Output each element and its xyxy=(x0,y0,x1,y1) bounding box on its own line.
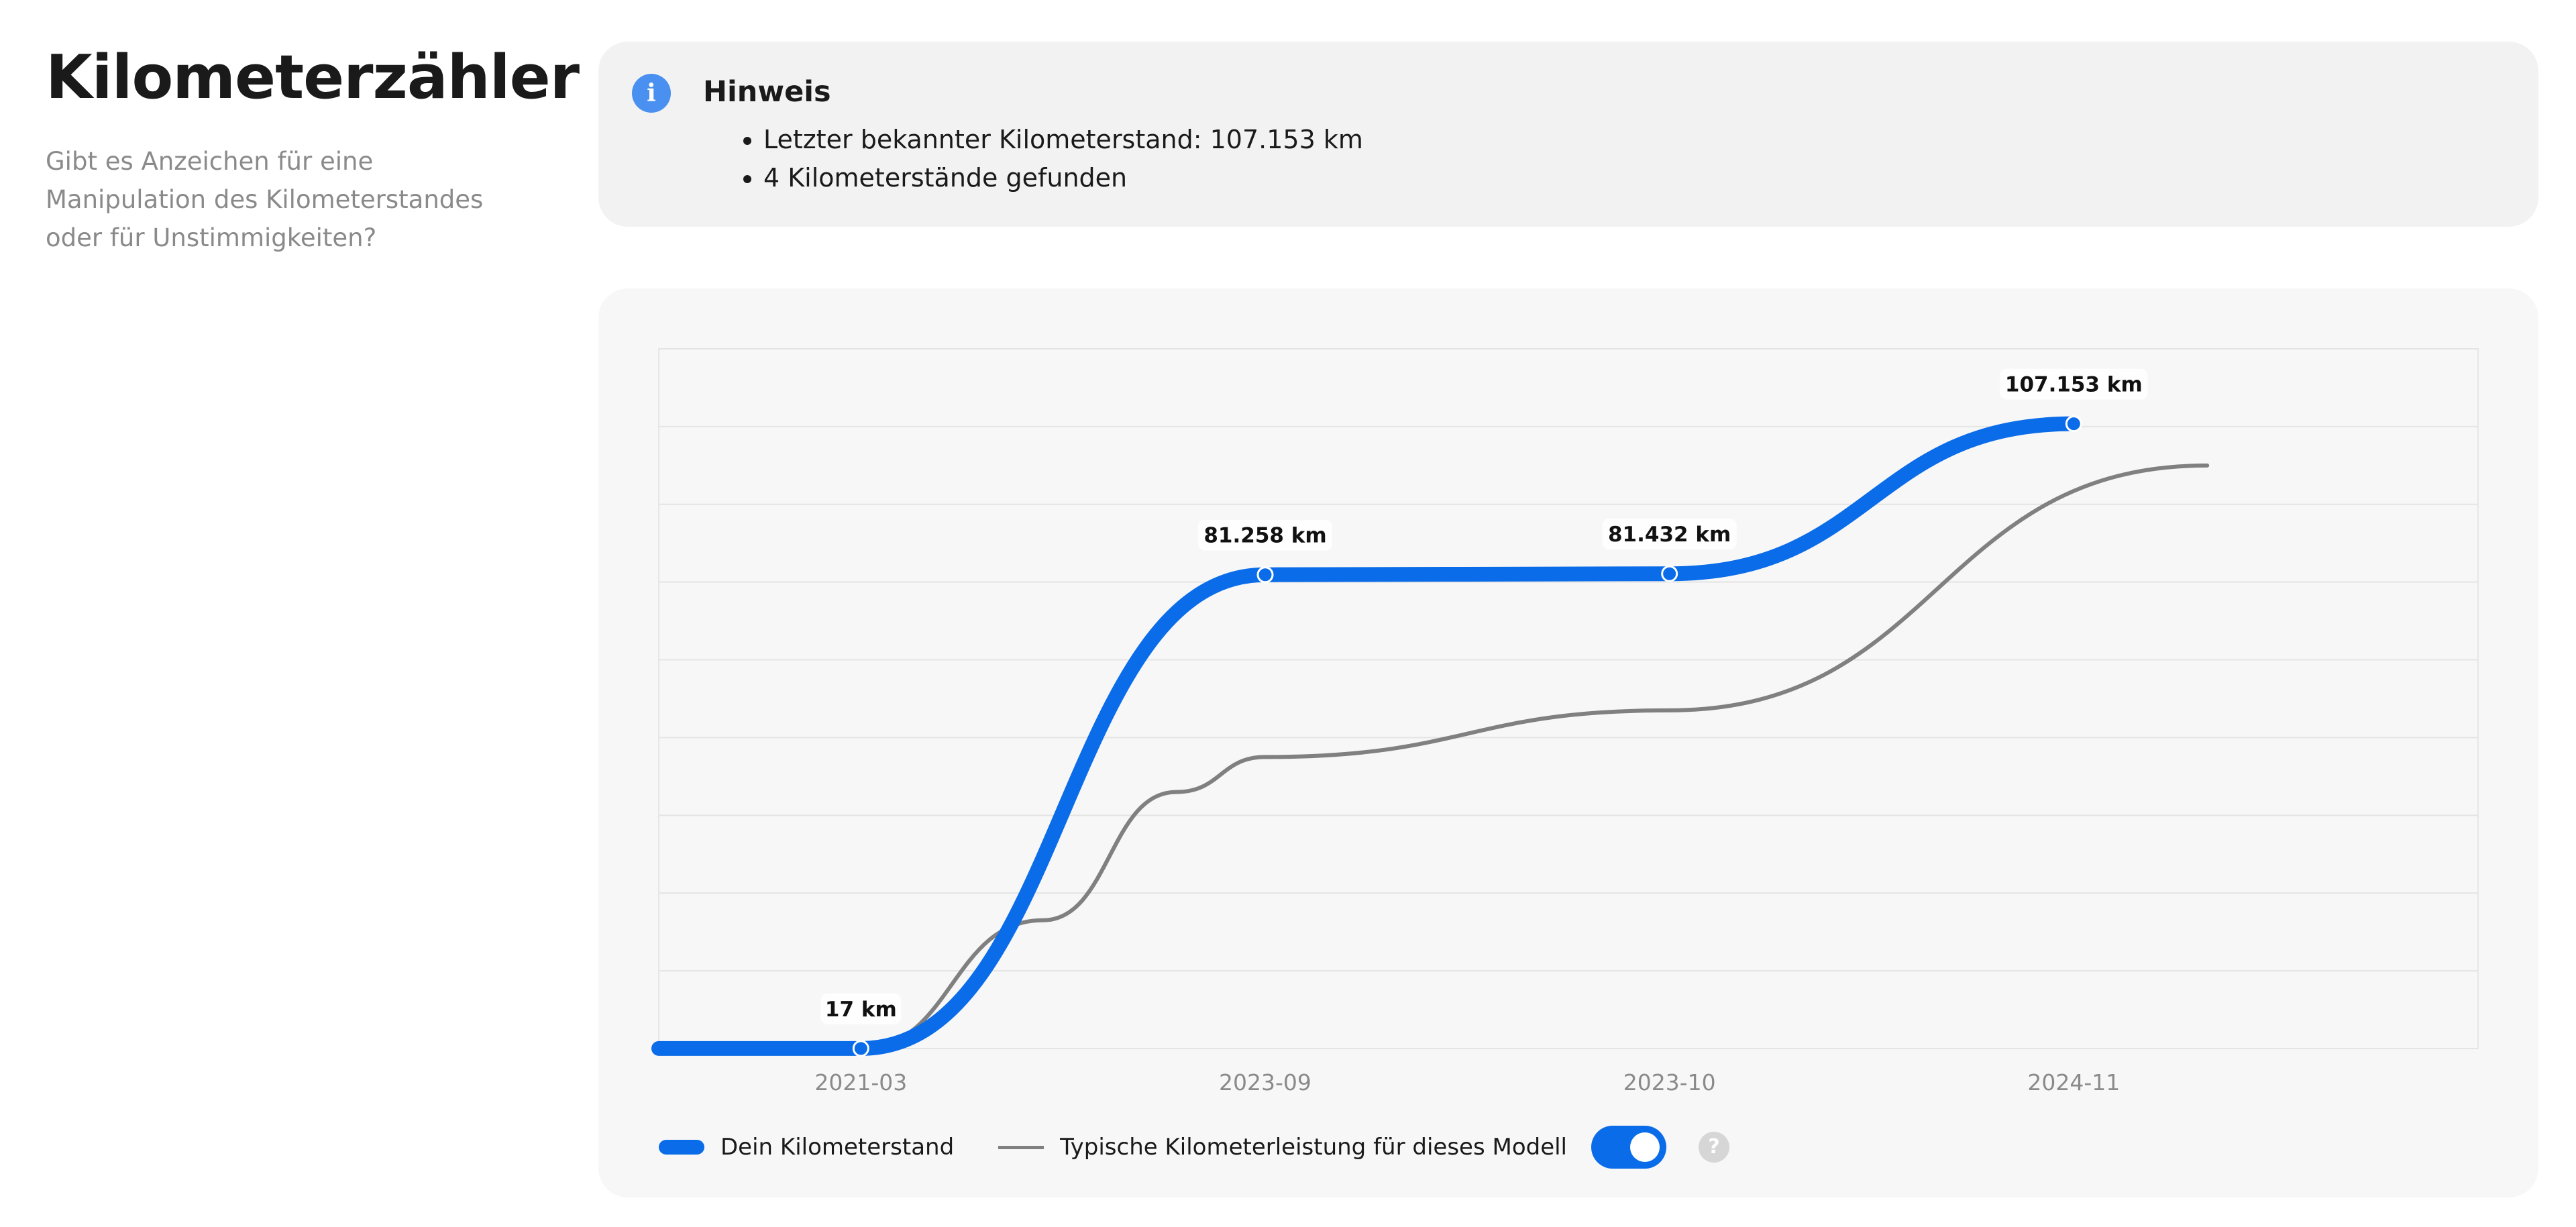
header-section: Kilometerzähler Gibt es Anzeichen für ei… xyxy=(46,40,580,257)
data-label: 81.432 km xyxy=(1608,523,1731,547)
data-label-bg xyxy=(1602,519,1737,550)
x-tick-label: 2024-11 xyxy=(2027,1069,2120,1096)
x-tick-label: 2021-03 xyxy=(814,1069,907,1096)
data-point xyxy=(852,1040,869,1057)
data-point xyxy=(1256,566,1274,584)
data-label-bg xyxy=(820,993,902,1024)
data-label: 17 km xyxy=(825,998,897,1022)
series-line-typical xyxy=(859,463,2210,1051)
legend-label-typical: Typische Kilometerleistung für dieses Mo… xyxy=(1060,1134,1568,1161)
legend-swatch-mileage xyxy=(659,1140,704,1155)
notice-box: i Hinweis Letzter bekannter Kilometersta… xyxy=(598,42,2538,227)
toggle-knob xyxy=(1630,1132,1660,1162)
data-label: 81.258 km xyxy=(1203,524,1326,548)
legend-label-mileage: Dein Kilometerstand xyxy=(720,1134,955,1161)
mileage-chart: 2021-03 2023-09 2023-10 2024-11 17 km 81.258 … xyxy=(651,348,2479,1096)
x-tick-label: 2023-10 xyxy=(1623,1069,1716,1096)
legend-swatch-typical xyxy=(998,1145,1044,1149)
data-point xyxy=(2065,415,2082,433)
notice-title: Hinweis xyxy=(703,75,831,109)
mileage-chart-card: 2021-03 2023-09 2023-10 2024-11 17 km 81.258 … xyxy=(598,288,2538,1197)
notice-list: Letzter bekannter Kilometerstand: 107.15… xyxy=(734,121,1363,197)
chart-legend: Dein Kilometerstand Typische Kilometerle… xyxy=(659,1126,1730,1169)
typical-mileage-toggle[interactable] xyxy=(1591,1126,1667,1169)
info-icon: i xyxy=(632,74,671,113)
notice-item-last-mileage: Letzter bekannter Kilometerstand: 107.15… xyxy=(763,121,1363,159)
data-label-bg xyxy=(1198,519,1332,551)
data-point xyxy=(1661,565,1678,582)
page-subtitle: Gibt es Anzeichen für eine Manipulation … xyxy=(46,147,484,252)
page-title: Kilometerzähler xyxy=(46,42,580,113)
plot-area xyxy=(658,348,2479,1049)
question-icon[interactable]: ? xyxy=(1699,1132,1730,1163)
x-tick-label: 2023-09 xyxy=(1219,1069,1311,1096)
data-label: 107.153 km xyxy=(2005,373,2143,397)
data-label-bg xyxy=(2000,368,2148,400)
notice-item-count: 4 Kilometerstände gefunden xyxy=(763,159,1363,197)
